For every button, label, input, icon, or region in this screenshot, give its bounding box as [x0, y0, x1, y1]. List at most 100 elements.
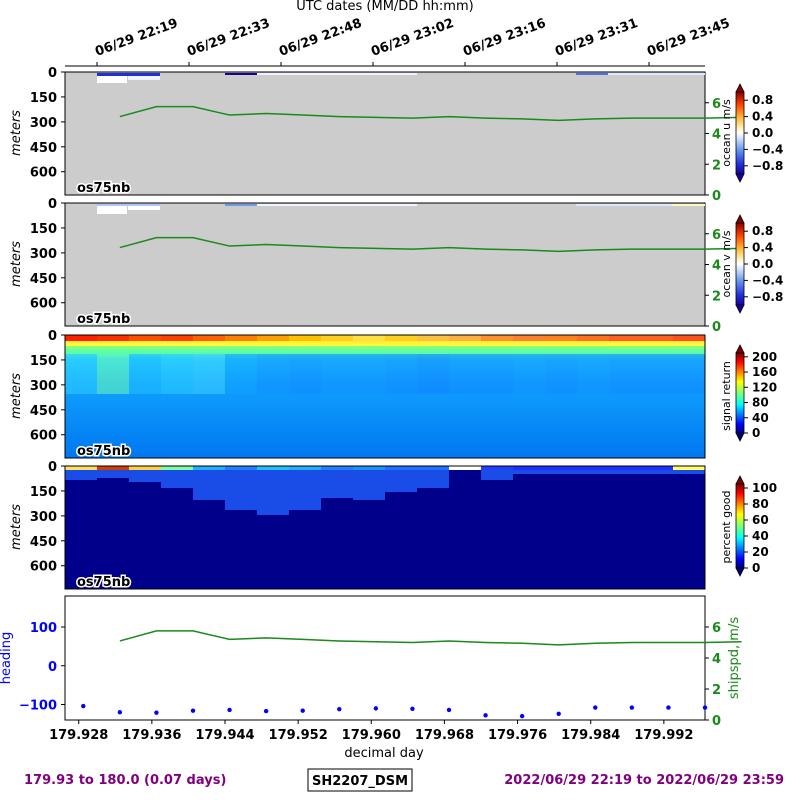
pg-cell: [257, 466, 289, 470]
speed-tick-label: 0: [712, 714, 721, 729]
heading-point: [154, 710, 159, 715]
speed-tick-label: 6: [712, 97, 721, 112]
depth-tick-label: 0: [48, 460, 57, 475]
colorbar-tick-label: 160: [752, 365, 777, 379]
day-tick-label: 179.960: [342, 728, 401, 743]
signal-cell: [353, 335, 385, 341]
signal-cell: [65, 354, 97, 394]
heading-point: [373, 706, 379, 711]
colorbar-tick-label: 60: [752, 513, 769, 527]
pg-cell: [609, 466, 641, 470]
panel-heading-ylabel: heading: [0, 632, 14, 685]
signal-cell: [513, 346, 545, 354]
signal-cell: [161, 346, 193, 354]
signal-cell: [673, 354, 705, 394]
panel-v-colorbar: [735, 222, 745, 306]
signal-cell: [225, 335, 257, 341]
depth-tick-label: 450: [30, 141, 57, 156]
panel-v-colorbar-label: ocean v m/s: [720, 230, 733, 297]
signal-cell: [161, 335, 193, 341]
signal-cell: [449, 346, 481, 354]
signal-cell: [129, 346, 161, 354]
panel-u-surface-white: [97, 76, 127, 83]
panel-u-yticks: 0 150 300 450 600: [30, 66, 65, 181]
signal-cell: [673, 346, 705, 354]
pg-cell: [609, 470, 641, 474]
speed-tick-label: 2: [712, 158, 721, 173]
pg-cell: [385, 466, 417, 470]
depth-tick-label: 0: [48, 197, 57, 212]
panel-u-ylabel: meters: [9, 110, 24, 156]
pg-cell: [225, 470, 257, 510]
panel-v-plot: [64, 202, 706, 327]
panel-pg-yticks: 0 150 300 450 600: [30, 460, 65, 575]
speed-tick-label: 0: [712, 189, 721, 204]
day-tick-label: 179.992: [634, 728, 693, 743]
speed-tick-label: 4: [712, 128, 721, 143]
speed-tick-label: 0: [712, 320, 721, 335]
signal-cell: [289, 354, 321, 394]
panel-u-surface-white2: [128, 76, 160, 80]
panel-heading-right-ticks: 6 4 2 0: [705, 621, 721, 729]
signal-cell: [97, 346, 129, 354]
signal-cell: [193, 354, 225, 394]
colorbar-tick-label: 0.0: [752, 257, 773, 271]
signal-cell: [321, 335, 353, 341]
signal-cell: [385, 341, 417, 346]
pg-cell: [129, 470, 161, 482]
panel-u-colorbar-bottom: [735, 173, 745, 183]
signal-cell: [641, 346, 673, 354]
signal-cell: [449, 341, 481, 346]
pg-cell: [225, 466, 257, 470]
signal-cell: [257, 335, 289, 341]
signal-cell: [513, 341, 545, 346]
pg-cell: [449, 466, 481, 470]
depth-tick-label: 600: [30, 166, 57, 181]
pg-cell: [673, 466, 705, 470]
pg-cell: [641, 470, 673, 474]
panel-v-surface-pale2: [576, 204, 705, 206]
signal-cell: [129, 335, 161, 341]
pg-cell: [321, 466, 353, 470]
pg-cell: [481, 466, 513, 470]
heading-point: [702, 705, 708, 710]
signal-cell: [161, 341, 193, 346]
panel-v-surface-white2: [128, 206, 160, 210]
panel-pg-frame: [64, 465, 706, 590]
depth-tick-label: 150: [30, 485, 57, 500]
panel-heading-plot: [64, 595, 706, 721]
pg-cell: [513, 470, 545, 474]
signal-cell: [65, 335, 97, 341]
pg-cell: [161, 470, 193, 488]
signal-cell: [193, 346, 225, 354]
signal-cell: [609, 341, 641, 346]
day-tick-label: 179.976: [488, 728, 547, 743]
panel-pg-colorbar-bottom: [735, 567, 745, 577]
speed-tick-label: 2: [712, 683, 721, 698]
panel-v-surface-white: [97, 206, 127, 214]
pg-cell: [385, 470, 417, 492]
signal-cell: [513, 335, 545, 341]
pg-cell: [353, 470, 385, 500]
depth-tick-label: 450: [30, 404, 57, 419]
signal-cell: [417, 346, 449, 354]
panel-signal-colorbar-top: [735, 344, 745, 354]
panel-u-colorbar: [735, 91, 745, 175]
signal-cell: [609, 354, 641, 394]
colorbar-tick-label: 0.0: [752, 126, 773, 140]
heading-point: [519, 713, 525, 719]
signal-cell: [97, 341, 129, 346]
signal-cell: [417, 341, 449, 346]
speed-tick-label: 6: [712, 228, 721, 243]
signal-cell: [545, 346, 577, 354]
signal-cell: [417, 335, 449, 341]
signal-cell: [449, 335, 481, 341]
heading-point: [263, 708, 269, 714]
pg-cell: [65, 470, 97, 480]
signal-cell: [321, 341, 353, 346]
depth-tick-label: 300: [30, 510, 57, 525]
speed-tick-label: 2: [712, 289, 721, 304]
pg-cell: [257, 470, 289, 515]
heading-point: [483, 713, 488, 718]
